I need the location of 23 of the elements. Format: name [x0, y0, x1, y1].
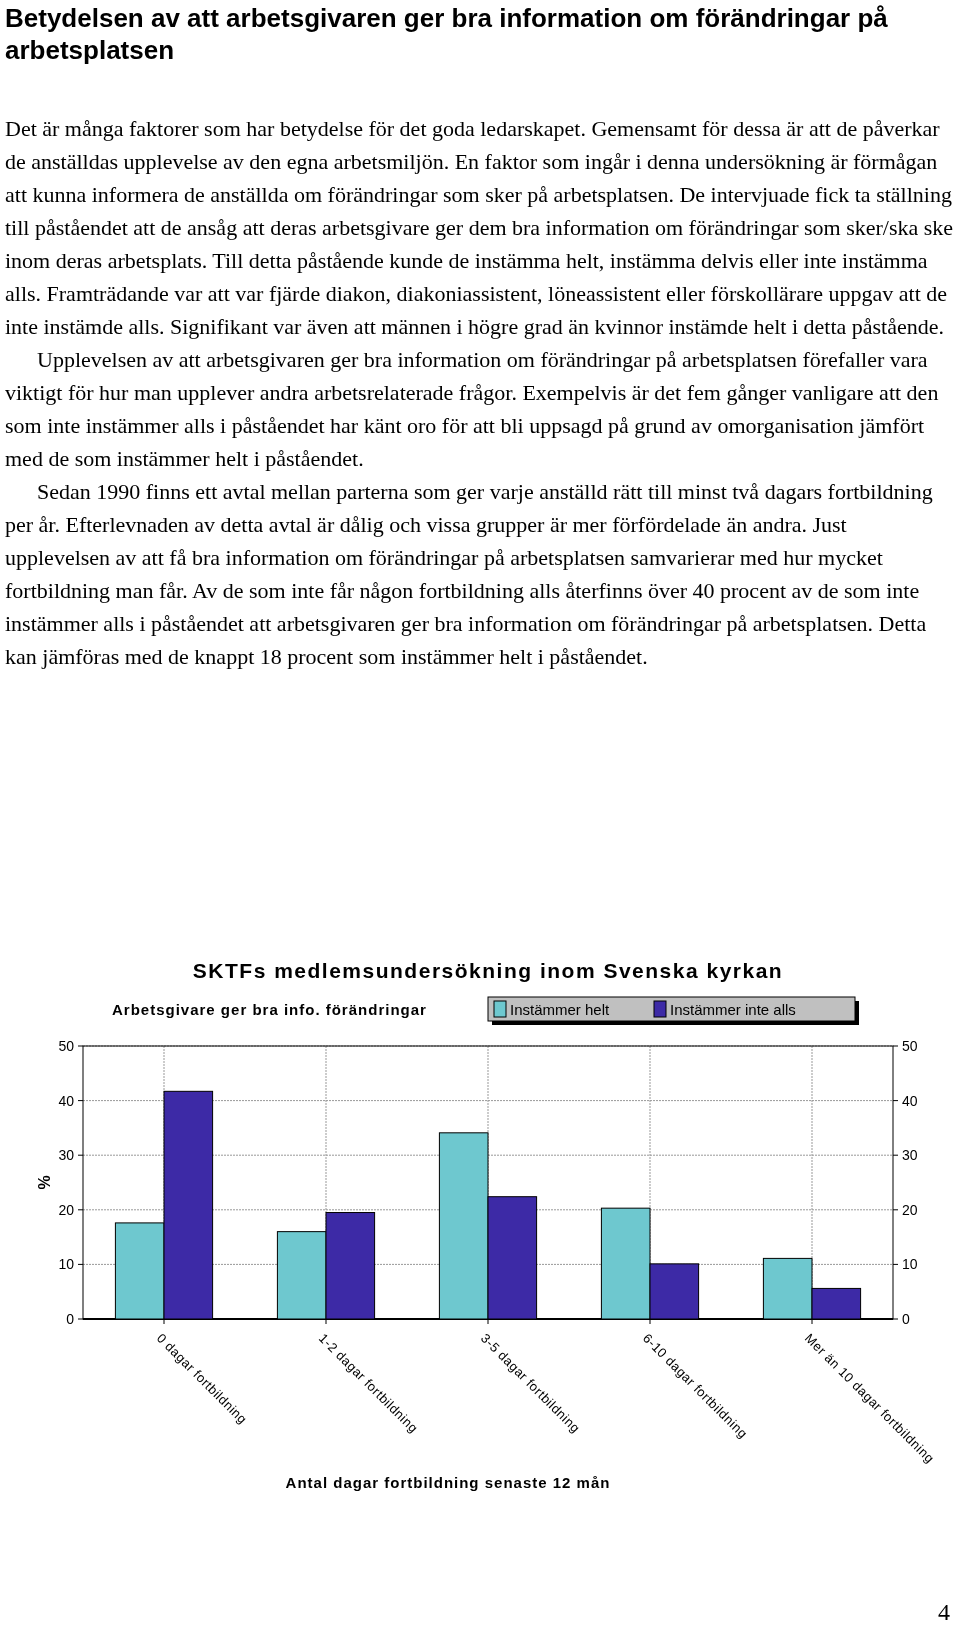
- y2-tick-label: 20: [902, 1201, 918, 1218]
- y-tick-label: 40: [58, 1092, 75, 1109]
- legend-label: Instämmer inte alls: [670, 1001, 796, 1018]
- y-tick-label: 10: [58, 1256, 75, 1273]
- text: Upplevelsen av att arbetsgivaren ger bra information om förändringar på arbetsplatsen förefaller vara viktigt för hur man upplever andra arbetsrelaterade frågor. Exempelvis är det fem gånger vanligare att den som inte instämmer alls i påståendet har känt oro för att bli uppsagd på grund av omorganisation jämfört med de som instämmer helt i påståendet.: [5, 346, 940, 473]
- text: Sedan 1990 finns ett avtal mellan parterna som ger varje anställd rätt till minst två dagars fortbildning per år. Efterlevnaden av detta avtal är dålig och vissa grupper är mer förfördelade än andra. Just upplevelsen av att få bra information om förändringar på arbetsplatsen samvarierar med hur mycket fortbildning man får. Av de som inte får någon fortbildning alls återfinns över 40 procent av de som inte instämmer alls i påståendet att arbetsgivaren ger bra information om förändringar på arbetsplatsen. Detta kan jämföras med de knappt 18 procent som instämmer helt i påståendet.: [5, 478, 934, 671]
- y2-tick-label: 0: [902, 1311, 910, 1327]
- y2-tick-label: 10: [902, 1256, 918, 1273]
- y-axis-title: %: [36, 1175, 53, 1190]
- text: 4: [938, 1599, 950, 1625]
- y-tick-label: 20: [58, 1201, 75, 1218]
- y-tick-label: 0: [66, 1311, 75, 1327]
- x-axis-title: Antal dagar fortbildning senaste 12 mån: [285, 1474, 611, 1491]
- text: Det är många faktorer som har betydelse för det goda ledarskapet. Gemensamt för dessa är att de påverkar de anställdas upplevelse av den egna arbetsmiljön. En faktor som ingår i denna undersökning är förmågan att kunna informera de anställda om förändringar som sker på arbetsplatsen. De intervjuade fick ta ställning till påståendet att de ansåg att deras arbetsgivare ger dem bra information om förändringar som sker/ska ske inom deras arbetsplats. Till detta påstående kunde de instämma helt, instämma delvis eller inte instämma alls. Framträdande var att var fjärde diakon, diakoniassistent, löneassistent eller förskollärare uppgav att de inte instämde alls. Signifikant var även att männen i högre grad än kvinnor instämde helt i detta påstående.: [5, 115, 955, 341]
- chart-subtitle: Arbetsgivare ger bra info. förändringar: [112, 1001, 427, 1018]
- y2-tick-label: 40: [902, 1092, 918, 1109]
- text: Betydelsen av att arbetsgivaren ger bra information om förändringar på arbetsplatsen: [5, 2, 889, 66]
- chart-title: SKTFs medlemsundersökning inom Svenska kyrkan: [192, 959, 784, 982]
- y-tick-label: 50: [58, 1038, 75, 1054]
- y2-tick-label: 30: [902, 1147, 918, 1164]
- y-tick-label: 30: [58, 1147, 75, 1164]
- legend-label: Instämmer helt: [510, 1001, 611, 1018]
- y2-tick-label: 50: [902, 1038, 918, 1054]
